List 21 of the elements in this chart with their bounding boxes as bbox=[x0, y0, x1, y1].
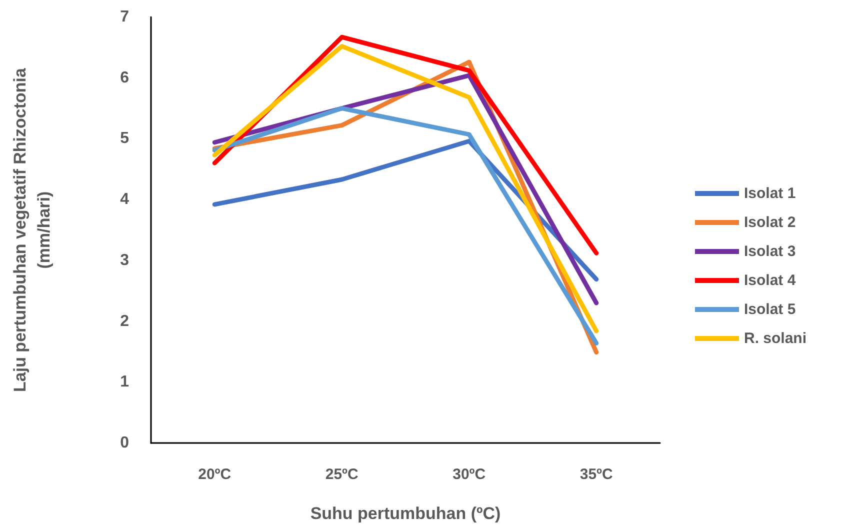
line-series bbox=[212, 106, 599, 346]
x-axis-title: Suhu pertumbuhan (ºC) bbox=[310, 504, 501, 523]
y-tick-label: 1 bbox=[120, 374, 130, 391]
y-tick-label: 5 bbox=[120, 130, 130, 148]
y-axis-title: Laju pertumbuhan vegetatif Rhizoctonia (mm/hari) bbox=[10, 67, 54, 392]
legend-label: R. solani bbox=[744, 330, 807, 347]
x-tick-label: 20ºC bbox=[198, 466, 232, 483]
legend-label: Isolat 2 bbox=[744, 214, 796, 231]
y-tick-label: 4 bbox=[120, 191, 130, 208]
legend-label: Isolat 1 bbox=[744, 185, 796, 202]
y-tick-label: 3 bbox=[120, 252, 130, 269]
legend-label: Isolat 4 bbox=[744, 272, 796, 289]
y-tick-label: 7 bbox=[120, 8, 130, 26]
x-tick-label: 35ºC bbox=[580, 466, 614, 483]
y-tick-label: 2 bbox=[120, 312, 130, 330]
x-tick-label: 25ºC bbox=[325, 466, 359, 483]
y-tick-label: 6 bbox=[120, 69, 130, 86]
y-tick-label: 0 bbox=[120, 434, 130, 452]
legend-label: Isolat 3 bbox=[744, 243, 796, 260]
legend-label: Isolat 5 bbox=[744, 301, 796, 318]
x-tick-label: 30ºC bbox=[452, 466, 486, 483]
